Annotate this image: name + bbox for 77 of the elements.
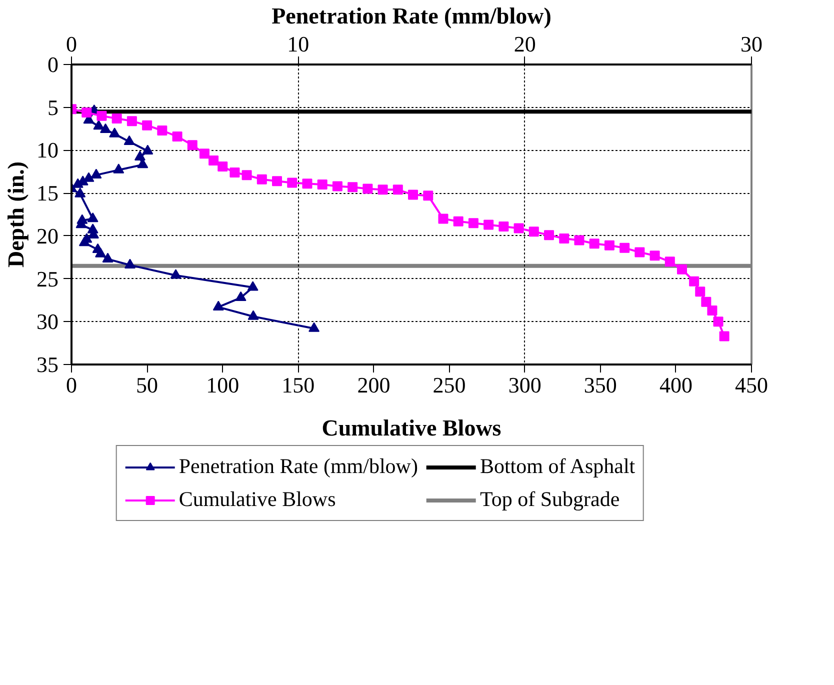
y-tick-label: 35 — [36, 352, 58, 377]
x-tick-label: 150 — [282, 372, 315, 398]
point — [650, 250, 660, 261]
x2-tick-label: 30 — [740, 32, 762, 56]
point — [172, 132, 182, 142]
point — [695, 286, 706, 297]
point — [423, 190, 434, 201]
point — [574, 235, 584, 246]
point — [498, 222, 509, 232]
point — [528, 226, 539, 237]
y-tick-label: 15 — [36, 180, 58, 206]
point — [676, 264, 687, 274]
point — [187, 140, 198, 150]
point — [408, 190, 418, 200]
point — [96, 110, 107, 121]
point — [604, 240, 614, 250]
x-tick-label: 200 — [357, 372, 390, 398]
x-tick-label: 450 — [735, 372, 768, 398]
x-tick-label: 0 — [66, 372, 77, 398]
x-tick-label: 300 — [508, 372, 542, 398]
y-tick-label: 10 — [36, 138, 58, 163]
y-tick-label: 5 — [48, 94, 58, 120]
point — [317, 180, 328, 190]
point — [713, 316, 724, 327]
point — [620, 242, 630, 253]
point — [701, 296, 712, 307]
y-tick-label: 0 — [48, 52, 58, 77]
point — [230, 168, 240, 178]
x-tick-label: 100 — [206, 372, 240, 398]
point — [689, 276, 700, 286]
y-tick-label: 25 — [36, 266, 58, 292]
x-axis-title: Cumulative Blows — [322, 416, 502, 440]
point — [348, 182, 358, 192]
point — [378, 184, 388, 195]
point — [332, 181, 342, 192]
x-tick-label: 400 — [659, 372, 692, 398]
point — [634, 247, 645, 258]
point — [208, 156, 219, 166]
x2-tick-label: 0 — [66, 32, 77, 56]
point — [707, 306, 718, 316]
point — [468, 218, 478, 228]
point — [438, 214, 448, 224]
x2-tick-label: 10 — [287, 32, 310, 56]
point — [242, 170, 252, 180]
point — [272, 176, 282, 186]
point — [82, 108, 92, 118]
legend-label: Bottom of Asphalt — [480, 454, 636, 479]
y-axis-title: Depth (in.) — [4, 161, 28, 268]
point — [302, 178, 312, 189]
point — [392, 184, 403, 195]
x-tick-label: 250 — [432, 372, 466, 398]
point — [559, 234, 570, 244]
point — [157, 126, 168, 136]
point — [719, 331, 730, 342]
point — [484, 220, 494, 230]
point — [112, 114, 122, 124]
point — [256, 174, 267, 184]
point — [126, 116, 137, 126]
point — [589, 238, 600, 249]
point — [218, 162, 228, 172]
y-tick-label: 20 — [36, 223, 58, 248]
point — [664, 256, 675, 267]
point — [287, 178, 298, 188]
x2-tick-label: 20 — [514, 32, 536, 56]
x-tick-label: 50 — [136, 372, 158, 398]
point — [199, 148, 210, 159]
point — [362, 184, 373, 194]
legend-label: Cumulative Blows — [178, 487, 336, 512]
legend-label: Penetration Rate (mm/blow) — [178, 454, 418, 479]
x2-axis-title: Penetration Rate (mm/blow) — [272, 4, 552, 28]
point — [544, 230, 554, 240]
x-tick-label: 350 — [584, 372, 617, 398]
point — [453, 216, 464, 226]
legend-label: Top of Subgrade — [480, 487, 620, 512]
point — [142, 120, 152, 130]
point — [514, 223, 524, 234]
y-tick-label: 30 — [36, 309, 58, 334]
